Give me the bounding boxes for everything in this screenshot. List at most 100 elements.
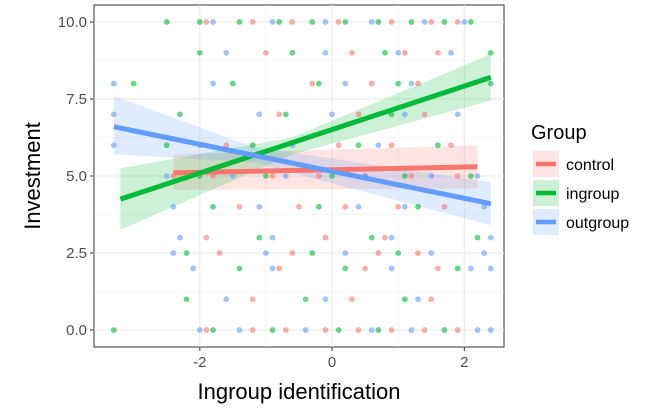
point-control [454, 327, 461, 333]
point-ingroup [408, 19, 415, 25]
point-control [249, 327, 256, 333]
data-points [110, 19, 494, 333]
point-control [342, 203, 349, 210]
point-control [368, 80, 375, 87]
point-control [382, 234, 388, 241]
point-ingroup [342, 19, 349, 25]
point-control [349, 296, 355, 303]
point-ingroup [196, 49, 203, 56]
point-outgroup [481, 203, 488, 210]
point-outgroup [388, 265, 395, 272]
point-outgroup [395, 49, 402, 56]
point-control [434, 265, 441, 272]
point-ingroup [401, 296, 408, 303]
y-tick-label: 10.0 [58, 14, 87, 31]
point-ingroup [263, 173, 269, 179]
point-ingroup [355, 142, 362, 149]
point-control [428, 296, 435, 303]
point-outgroup [263, 250, 269, 256]
legend-item-outgroup: outgroup [533, 209, 629, 235]
point-ingroup [309, 250, 316, 256]
point-ingroup [474, 234, 481, 241]
point-outgroup [177, 234, 183, 241]
point-outgroup [269, 265, 276, 272]
legend-title: Group [531, 122, 587, 144]
point-outgroup [342, 80, 349, 87]
x-axis-title: Ingroup identification [197, 379, 400, 404]
point-outgroup [223, 49, 230, 56]
point-outgroup [375, 142, 382, 149]
point-outgroup [302, 327, 309, 333]
fit-line-outgroup [113, 124, 492, 207]
point-ingroup [236, 265, 243, 272]
point-outgroup [236, 327, 243, 333]
point-ingroup [368, 234, 375, 241]
point-control [216, 250, 223, 256]
point-outgroup [421, 19, 428, 25]
point-outgroup [487, 327, 494, 333]
point-control [375, 250, 382, 256]
point-ingroup [375, 327, 382, 333]
point-control [428, 19, 435, 25]
point-ingroup [342, 265, 349, 272]
legend-item-control: control [533, 151, 614, 177]
point-outgroup [428, 173, 435, 179]
point-ingroup [289, 49, 296, 56]
band-ingroup [120, 54, 491, 230]
point-outgroup [196, 327, 203, 333]
point-ingroup [163, 142, 170, 149]
legend-item-ingroup: ingroup [533, 180, 619, 206]
fit-lines [113, 75, 492, 207]
point-outgroup [163, 173, 170, 179]
point-ingroup [468, 19, 474, 25]
legend-label: outgroup [566, 215, 629, 232]
point-outgroup [401, 203, 408, 210]
band-outgroup [113, 95, 491, 226]
point-control [315, 173, 322, 179]
x-tick-label: 2 [460, 354, 468, 371]
point-ingroup [441, 19, 448, 25]
point-outgroup [487, 265, 494, 272]
point-outgroup [282, 173, 289, 179]
x-tick-label: -2 [193, 354, 206, 371]
point-control [362, 265, 369, 272]
point-control [322, 327, 329, 333]
point-ingroup [401, 173, 408, 179]
point-control [355, 111, 362, 118]
point-control [282, 327, 289, 333]
point-ingroup [163, 19, 170, 25]
point-outgroup [256, 111, 263, 118]
y-tick-label: 2.5 [66, 245, 87, 262]
point-control [223, 142, 230, 149]
point-ingroup [196, 19, 203, 25]
point-ingroup [487, 80, 494, 87]
point-control [355, 327, 362, 333]
point-ingroup [130, 80, 137, 87]
point-ingroup [276, 19, 283, 25]
point-control [203, 234, 210, 241]
point-outgroup [210, 80, 216, 87]
point-control [395, 203, 402, 210]
point-outgroup [461, 19, 468, 25]
y-tick-label: 0.0 [66, 322, 87, 339]
point-outgroup [170, 250, 177, 256]
point-control [335, 142, 342, 149]
point-outgroup [454, 111, 461, 118]
point-outgroup [110, 80, 117, 87]
point-ingroup [395, 250, 402, 256]
point-outgroup [468, 265, 474, 272]
point-ingroup [315, 80, 322, 87]
x-axis-ticks: -2 0 2 [193, 347, 468, 371]
point-outgroup [428, 250, 435, 256]
point-ingroup [395, 80, 402, 87]
grid-lines [94, 5, 504, 347]
point-outgroup [401, 111, 408, 118]
point-outgroup [190, 265, 197, 272]
point-control [203, 19, 210, 25]
point-outgroup [110, 142, 117, 149]
point-ingroup [335, 327, 342, 333]
point-control [203, 327, 210, 333]
point-outgroup [210, 19, 216, 25]
point-control [388, 19, 395, 25]
point-control [249, 19, 256, 25]
